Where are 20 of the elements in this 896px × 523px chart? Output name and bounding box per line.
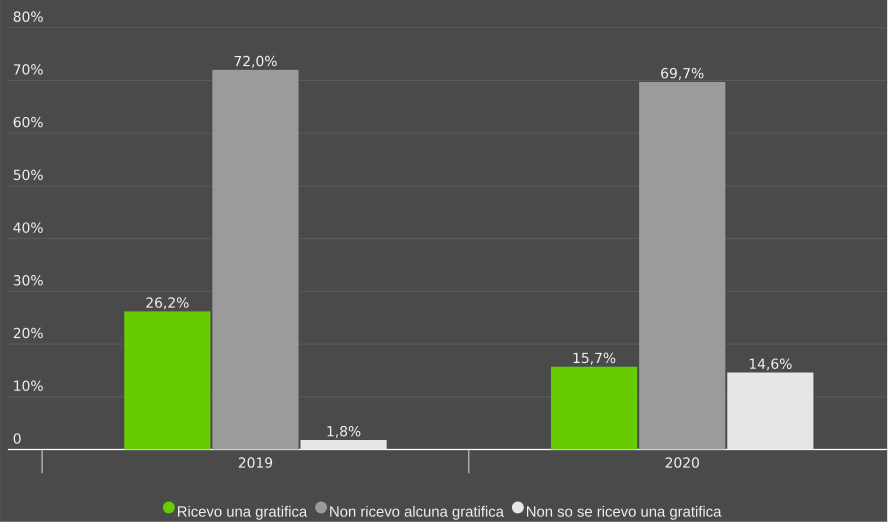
- y-tick-label: 30%: [14, 275, 43, 286]
- legend-label: Non so se ricevo una gratifica: [526, 506, 722, 520]
- data-label: 72,0%: [234, 56, 277, 68]
- data-label: 69,7%: [661, 68, 704, 80]
- data-label: 1,8%: [327, 426, 360, 438]
- data-label: 14,6%: [750, 358, 792, 371]
- legend-label: Ricevo una gratifica: [178, 506, 308, 520]
- y-tick-label: 80%: [14, 12, 43, 22]
- y-tick-label: 10%: [14, 380, 43, 392]
- x-tick-label: 2020: [666, 457, 699, 468]
- y-tick-label: 50%: [14, 170, 43, 180]
- y-tick-label: 60%: [14, 117, 43, 128]
- y-tick-label: 40%: [13, 222, 43, 233]
- legend-label: Non ricevo alcuna gratifica: [330, 506, 504, 520]
- x-tick-label: 2019: [238, 457, 272, 468]
- y-tick-label: 20%: [14, 328, 43, 338]
- y-tick-label: 0: [14, 433, 21, 444]
- data-label: 26,2%: [146, 297, 189, 310]
- data-label: 15,7%: [574, 352, 616, 365]
- y-tick-label: 70%: [14, 64, 43, 75]
